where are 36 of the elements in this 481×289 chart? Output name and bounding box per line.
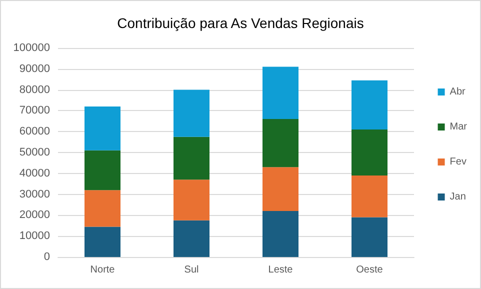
bar [352, 217, 388, 257]
bar [262, 211, 298, 257]
bar [352, 80, 388, 130]
y-tick-label: 40000 [19, 167, 50, 180]
bar [84, 226, 120, 257]
x-tick-label: Oeste [356, 264, 384, 276]
y-tick-label: 70000 [19, 104, 50, 117]
y-tick-label: 20000 [19, 209, 50, 222]
y-tick-label: 30000 [19, 188, 50, 200]
x-tick-label: Leste [268, 264, 294, 276]
y-tick-label: 80000 [19, 84, 50, 96]
legend-label: Jan [450, 192, 466, 202]
bar [84, 106, 120, 150]
legend-label: Mar [450, 122, 468, 132]
x-tick-label: Norte [90, 264, 116, 276]
bar [174, 220, 210, 257]
bar [262, 119, 298, 168]
bar [262, 167, 298, 212]
legend-label: Abr [450, 86, 466, 98]
y-tick-label: 90000 [19, 62, 50, 75]
chart-title: Contribuição para As Vendas Regionais [117, 15, 364, 31]
y-tick-label: 10000 [19, 230, 50, 242]
y-tick-label: 60000 [19, 126, 50, 138]
y-tick-label: 0 [44, 251, 50, 263]
bar [352, 175, 388, 218]
bar [84, 190, 120, 227]
legend-label: Fev [450, 156, 466, 168]
y-tick-label: 50000 [19, 146, 50, 158]
bar [352, 130, 388, 176]
bar [84, 150, 120, 190]
bar [174, 180, 210, 220]
bar [174, 90, 210, 137]
bar [262, 66, 298, 120]
bar [174, 136, 210, 180]
y-tick-label: 100000 [13, 42, 50, 54]
x-tick-label: Sul [184, 264, 199, 276]
